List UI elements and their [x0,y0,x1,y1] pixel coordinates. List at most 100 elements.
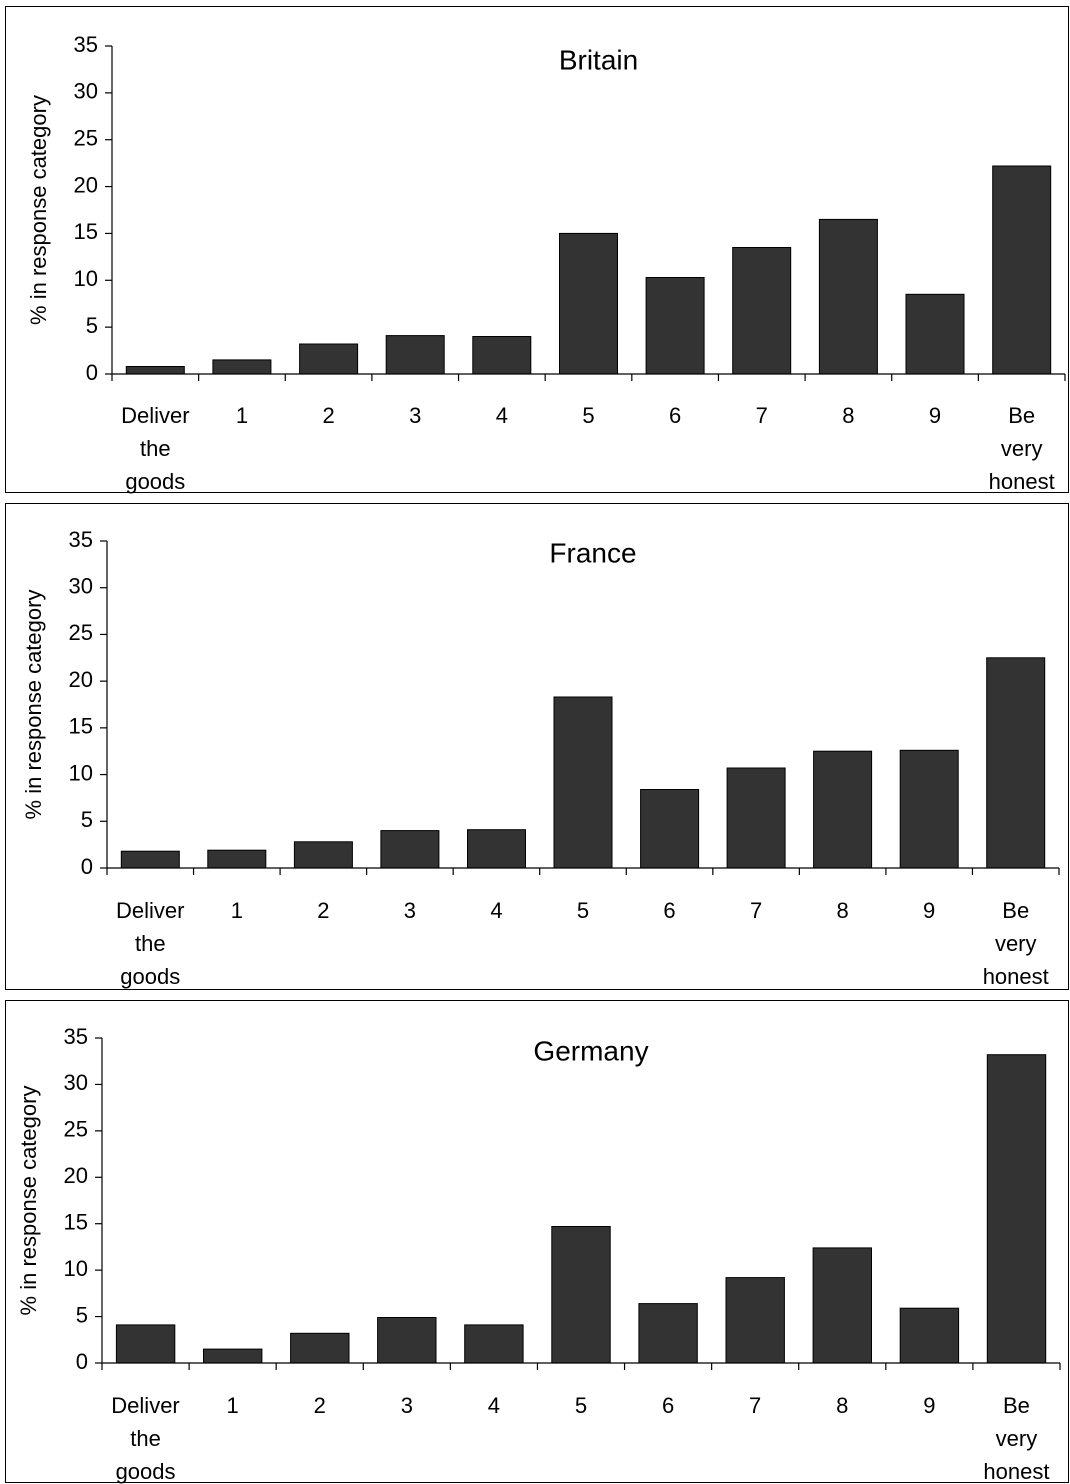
y-tick-label: 5 [76,1302,88,1327]
x-tick-label: very [1001,436,1043,461]
y-tick-label: 10 [69,760,93,785]
y-axis-title: % in response category [16,1086,41,1316]
y-tick-label: 25 [64,1117,88,1142]
x-tick-label: very [995,931,1037,956]
bar-chart-germany: Germany% in response category05101520253… [16,1024,1061,1484]
bar-chart-france: France % in response category 0 5 10 15 20 25 30… [21,527,1060,989]
x-tick-label: Deliver [111,1393,179,1418]
bar [551,1226,611,1364]
y-tick-label: 5 [86,313,98,338]
bar [212,359,272,375]
y-tick-label: 15 [64,1210,88,1235]
x-tick-label: 9 [923,898,935,923]
bar [207,849,267,869]
x-tick-label: 3 [401,1393,413,1418]
x-tick-label: 7 [756,403,768,428]
bar [472,336,532,375]
x-tick-label: 9 [923,1393,935,1418]
bar [467,829,526,869]
x-tick-label: 7 [749,1393,761,1418]
x-tick-label: 1 [236,403,248,428]
bar [115,1324,176,1364]
bar [992,165,1052,375]
chart-title: Germany [533,1035,648,1066]
bar [559,232,618,375]
y-tick-label: 25 [69,620,93,645]
x-tick-label: 1 [231,898,243,923]
x-tick-label: Deliver [116,898,184,923]
x-tick-label: 8 [836,1393,848,1418]
y-tick-label: 20 [74,172,98,197]
x-tick-label: honest [989,469,1055,494]
bar [385,335,445,375]
x-tick-label: 1 [227,1393,239,1418]
x-tick-label: Be [1002,898,1029,923]
chart-title: France [549,537,636,568]
bar [293,841,353,869]
y-tick-label: 0 [76,1349,88,1374]
y-axis-title: % in response category [26,95,51,325]
x-tick-label: Be [1003,1393,1030,1418]
x-tick-label: goods [125,469,185,494]
bar [203,1348,263,1364]
chart-title: Britain [559,44,638,75]
bar [380,830,440,869]
bar [464,1324,524,1364]
x-tick-label: very [996,1426,1038,1451]
y-tick-label: 10 [64,1256,88,1281]
y-tick-label: 15 [74,219,98,244]
bar [125,366,185,375]
x-tick-label: the [135,931,166,956]
bar [986,657,1046,869]
x-tick-label: Deliver [121,403,189,428]
x-tick-label: 3 [409,403,421,428]
x-tick-label: 4 [490,898,502,923]
bar [377,1317,437,1364]
bar [645,277,705,375]
x-tick-label: 2 [314,1393,326,1418]
x-tick-label: 6 [663,898,675,923]
x-tick-label: 9 [929,403,941,428]
y-tick-label: 30 [69,574,93,599]
x-tick-label: 2 [317,898,329,923]
x-tick-label: 4 [488,1393,500,1418]
bar [905,293,965,375]
x-tick-label: 5 [582,403,594,428]
bar [640,789,700,869]
y-tick-label: 0 [86,360,98,385]
y-tick-label: 35 [69,527,93,552]
chart-panel-britain: Britain% in response category 0 5 10 15 20 25 3… [5,6,1069,494]
y-axis-title: % in response category [21,590,46,820]
y-tick-label: 25 [74,126,98,151]
bar [290,1332,350,1364]
x-tick-label: 4 [496,403,508,428]
bar-chart-britain: Britain% in response category05101520253… [26,32,1066,494]
y-tick-label: 0 [81,854,93,879]
bar [120,850,180,869]
bar [726,767,786,869]
bar [299,343,359,375]
bar [899,1307,960,1364]
x-tick-label: 7 [750,898,762,923]
x-tick-label: goods [120,964,180,989]
x-tick-label: goods [116,1459,176,1484]
chart-panel-germany: Germany% in response category 0 5 10 15 20 25 3… [5,1000,1069,1484]
y-tick-label: 15 [69,714,93,739]
y-tick-label: 5 [81,807,93,832]
y-tick-label: 35 [64,1024,88,1049]
x-tick-label: honest [983,964,1049,989]
x-tick-label: 2 [322,403,334,428]
x-tick-label: 6 [662,1393,674,1418]
y-tick-label: 30 [74,79,98,104]
x-tick-label: 8 [842,403,854,428]
bar [986,1054,1047,1364]
chart-panel-france: France % in response category 0 5 10 15 20 25 30… [5,503,1069,990]
bar [899,749,959,869]
bar [553,696,613,869]
y-tick-label: 35 [74,32,98,57]
y-tick-label: 20 [69,667,93,692]
x-tick-label: 3 [404,898,416,923]
x-tick-label: the [140,436,171,461]
x-tick-label: honest [983,1459,1049,1484]
bar [813,750,873,869]
